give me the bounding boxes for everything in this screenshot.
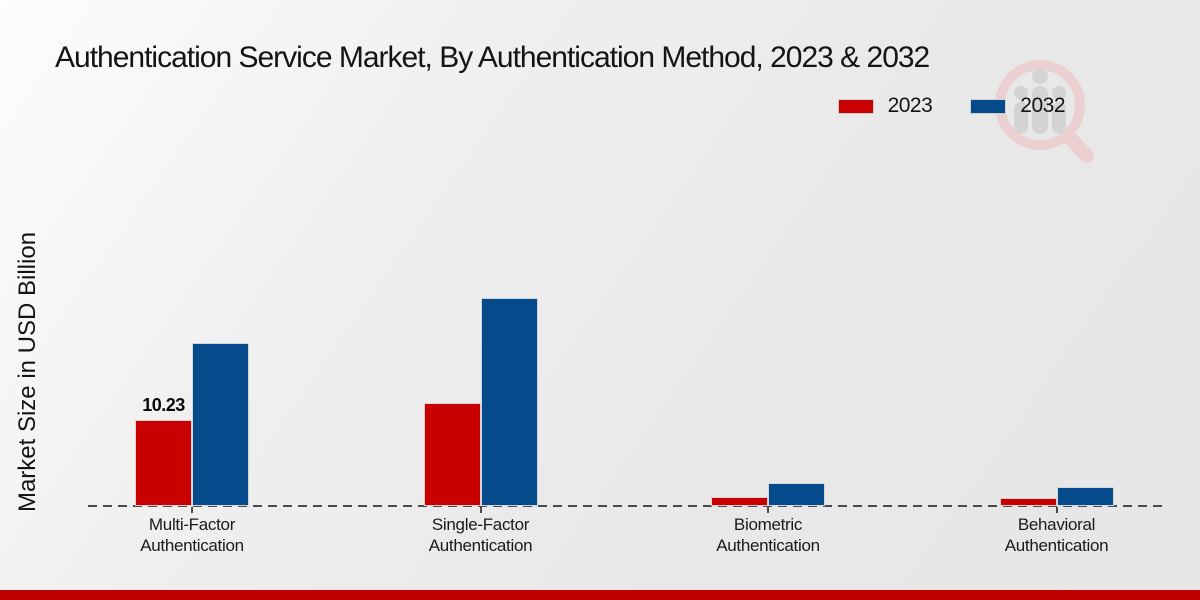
x-axis-tick (1055, 507, 1058, 513)
legend-label-2032: 2032 (1020, 94, 1065, 117)
x-axis-baseline (88, 505, 1164, 507)
legend: 2023 2032 (837, 94, 1065, 118)
legend-swatch-2023 (837, 98, 874, 114)
legend-swatch-2032 (970, 98, 1007, 114)
bar-2023-behavioral (999, 497, 1057, 506)
category-label-behavioral: Behavioral Authentication (1004, 515, 1109, 555)
bar-2023-multi-factor (135, 419, 192, 506)
bar-2032-multi-factor (192, 342, 249, 506)
bar-2023-single-factor (423, 403, 481, 506)
chart-title: Authentication Service Market, By Authen… (55, 41, 930, 74)
category-label-multi-factor: Multi-Factor Authentication (140, 515, 244, 555)
x-axis-tick (479, 507, 482, 513)
legend-item-2023: 2023 (837, 94, 933, 118)
legend-item-2032: 2032 (970, 94, 1065, 118)
x-axis-tick (767, 507, 769, 513)
category-label-single-factor: Single-Factor Authentication (428, 515, 533, 555)
legend-label-2023: 2023 (887, 94, 933, 117)
bar-value-label: 10.23 (142, 394, 185, 415)
bar-2032-single-factor (480, 298, 538, 506)
bar-2023-biometric (711, 496, 768, 506)
x-axis-tick (191, 507, 193, 513)
bar-2032-biometric (768, 483, 825, 506)
category-label-biometric: Biometric Authentication (716, 515, 820, 555)
bar-2032-behavioral (1056, 486, 1114, 506)
footer-accent-bar (0, 590, 1200, 600)
